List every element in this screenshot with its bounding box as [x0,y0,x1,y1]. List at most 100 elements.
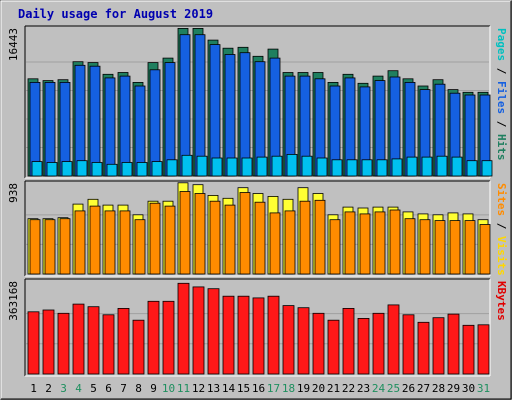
bar-files-day-9 [149,69,161,177]
bar-files-day-11 [179,34,191,177]
bar-kbytes-day-13 [207,288,220,375]
y-tick-label-middle: 938 [7,183,20,203]
x-tick-label-day-26: 26 [402,382,415,395]
legend-entry: Hits [495,134,508,161]
bar-kbytes-day-26 [402,314,415,375]
bar-files-day-7 [119,75,131,177]
bar-kbytes-day-6 [102,314,115,375]
bar-files-day-6 [104,77,116,177]
bar-pages-day-14 [226,157,238,177]
bar-files-day-5 [89,65,101,177]
bar-kbytes-day-31 [477,324,490,375]
panel-middle: 938 Sites / Visits [7,180,508,277]
bar-kbytes-day-8 [132,319,145,375]
x-tick-label-day-6: 6 [105,382,112,395]
bar-pages-day-27 [421,156,433,177]
bar-kbytes-day-2 [42,309,55,375]
x-tick-label-day-14: 14 [222,382,236,395]
x-tick-label-day-8: 8 [135,382,142,395]
bar-kbytes-day-15 [237,295,250,375]
bar-pages-day-15 [241,157,253,177]
bar-pages-day-22 [346,159,358,177]
bar-sites-day-2 [44,219,56,275]
bar-pages-day-1 [31,161,43,177]
bar-sites-day-29 [449,220,461,275]
y-tick-label-top: 16443 [7,28,20,61]
bar-files-day-10 [164,62,176,177]
x-tick-label-day-31: 31 [477,382,490,395]
bar-pages-day-8 [136,162,148,177]
x-tick-label-day-7: 7 [120,382,127,395]
panel-bottom: 363168 KBytes [7,278,508,377]
x-tick-label-day-17: 17 [267,382,280,395]
bar-pages-day-21 [331,159,343,177]
x-tick-label-day-2: 2 [45,382,52,395]
bar-sites-day-23 [359,213,371,275]
bar-pages-day-23 [361,159,373,177]
series-kbytes [27,282,490,375]
legend-entry: Pages [495,28,508,61]
bar-kbytes-day-14 [222,295,235,375]
bar-kbytes-day-22 [342,307,355,375]
bar-kbytes-day-12 [192,286,205,375]
bar-files-day-4 [74,64,86,177]
bar-sites-day-3 [59,218,71,275]
bar-sites-day-31 [479,224,491,275]
bar-sites-day-6 [104,210,116,275]
legend-entry: / [495,216,508,236]
bar-pages-day-12 [196,155,208,177]
bar-pages-day-11 [181,154,193,177]
legend-entry: Visits [495,236,508,276]
bar-sites-day-17 [269,212,281,275]
bar-pages-day-30 [466,160,478,177]
bar-sites-day-4 [74,210,86,275]
bar-kbytes-day-10 [162,300,175,375]
bar-pages-day-7 [121,162,133,177]
x-tick-label-day-12: 12 [192,382,205,395]
bar-pages-day-25 [391,158,403,177]
bar-pages-day-19 [301,155,313,177]
bar-sites-day-21 [329,219,341,275]
bar-kbytes-day-24 [372,312,385,375]
bar-pages-day-24 [376,159,388,177]
x-tick-label-day-21: 21 [327,382,340,395]
x-tick-label-day-18: 18 [282,382,295,395]
bar-pages-day-28 [436,155,448,177]
bar-kbytes-day-20 [312,312,325,375]
bar-pages-day-13 [211,157,223,177]
bar-pages-day-17 [271,155,283,177]
bar-pages-day-20 [316,157,328,177]
bar-kbytes-day-18 [282,305,295,375]
bar-sites-day-14 [224,204,236,275]
bar-kbytes-day-30 [462,324,475,375]
bar-kbytes-day-21 [327,319,340,375]
bar-kbytes-day-9 [147,300,160,375]
bar-sites-day-11 [179,191,191,275]
bar-files-day-12 [194,34,206,177]
x-tick-label-day-25: 25 [387,382,400,395]
bar-sites-day-15 [239,192,251,275]
bar-kbytes-day-16 [252,297,265,375]
x-tick-label-day-27: 27 [417,382,430,395]
x-tick-label-day-15: 15 [237,382,250,395]
x-tick-label-day-9: 9 [150,382,157,395]
bar-sites-day-18 [284,210,296,275]
bar-sites-day-5 [89,205,101,275]
series-sites [29,191,491,275]
bar-pages-day-26 [406,156,418,177]
bar-kbytes-day-27 [417,321,430,375]
x-tick-label-day-10: 10 [162,382,175,395]
bar-sites-day-16 [254,201,266,275]
x-tick-label-day-4: 4 [75,382,82,395]
x-tick-label-day-23: 23 [357,382,370,395]
panel-top: 16443 Pages / Files / Hits [7,25,508,179]
chart-title: Daily usage for August 2019 [18,7,213,21]
bar-kbytes-day-4 [72,303,85,375]
bar-pages-day-4 [76,160,88,177]
bar-sites-day-1 [29,219,41,275]
y-tick-label-bottom: 363168 [7,281,20,321]
x-tick-label-day-30: 30 [462,382,475,395]
bar-kbytes-day-28 [432,317,445,375]
